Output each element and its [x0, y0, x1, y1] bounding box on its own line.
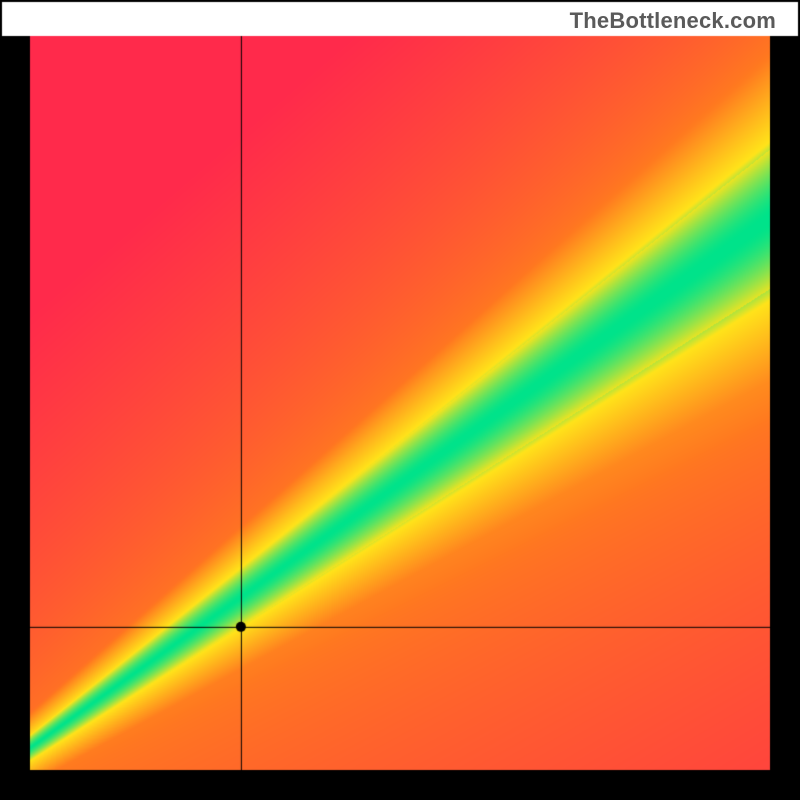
chart-container: TheBottleneck.com — [0, 0, 800, 800]
bottleneck-heatmap-canvas — [0, 0, 800, 800]
watermark-text: TheBottleneck.com — [570, 8, 776, 34]
